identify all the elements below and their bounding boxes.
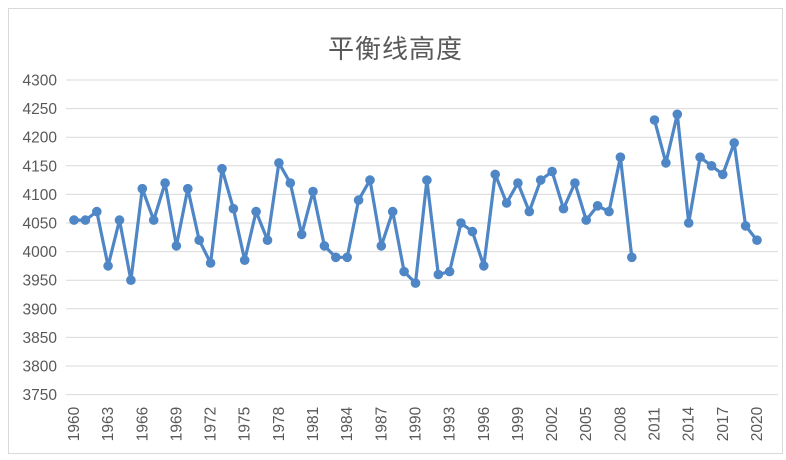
data-point-marker — [92, 206, 102, 217]
x-tick-label: 2002 — [544, 407, 561, 441]
y-tick-label: 4100 — [23, 187, 58, 204]
data-point-marker — [228, 203, 239, 214]
y-tick-label: 4150 — [23, 158, 58, 175]
data-point-marker — [114, 215, 125, 225]
data-point-marker — [467, 226, 478, 237]
data-point-marker — [604, 206, 614, 217]
x-tick-label: 1975 — [237, 407, 254, 441]
data-point-marker — [399, 266, 409, 277]
data-point-marker — [456, 218, 466, 228]
y-tick-label: 3900 — [23, 301, 58, 318]
data-point-marker — [718, 169, 728, 180]
x-tick-label: 2014 — [681, 406, 698, 441]
data-point-marker — [535, 175, 546, 185]
data-point-marker — [376, 241, 387, 251]
x-tick-label: 1966 — [134, 407, 151, 441]
x-tick-label: 2020 — [749, 406, 766, 441]
data-point-marker — [558, 203, 569, 214]
y-tick-label: 4300 — [23, 73, 58, 90]
data-point-marker — [740, 221, 751, 231]
data-point-marker — [387, 206, 398, 217]
y-tick-label: 3800 — [23, 359, 58, 376]
data-point-marker — [524, 206, 535, 217]
y-tick-label: 4200 — [23, 130, 58, 147]
series-line-segment — [72, 155, 634, 285]
data-point-marker — [194, 235, 204, 245]
data-point-marker — [296, 229, 307, 240]
data-point-marker — [479, 261, 489, 271]
data-point-marker — [319, 241, 330, 251]
x-tick-label: 1969 — [168, 407, 185, 441]
data-point-marker — [422, 175, 432, 185]
data-point-marker — [433, 269, 444, 280]
data-point-marker — [615, 152, 626, 162]
data-point-marker — [251, 206, 261, 217]
data-point-marker — [126, 275, 136, 286]
data-point-marker — [80, 215, 91, 225]
x-tick-label: 2005 — [578, 407, 595, 441]
y-tick-label: 4250 — [23, 101, 58, 118]
x-tick-label: 1990 — [408, 406, 425, 441]
x-tick-label: 1963 — [100, 407, 117, 441]
data-point-marker — [683, 218, 694, 228]
x-tick-label: 2008 — [612, 407, 629, 441]
data-point-marker — [649, 115, 660, 125]
x-tick-label: 2017 — [715, 407, 732, 441]
data-point-marker — [205, 258, 216, 268]
data-point-marker — [513, 178, 523, 188]
y-tick-label: 3850 — [23, 330, 58, 347]
data-point-marker — [592, 201, 603, 211]
data-point-marker — [410, 278, 421, 288]
data-point-marker — [661, 158, 671, 168]
data-point-marker — [285, 178, 296, 188]
data-point-marker — [183, 183, 193, 194]
x-tick-label: 1999 — [510, 407, 527, 441]
series-line-segment — [652, 112, 759, 242]
x-tick-label: 1993 — [442, 407, 459, 441]
data-point-marker — [274, 158, 284, 168]
data-point-marker — [331, 252, 341, 263]
x-tick-label: 1981 — [305, 407, 322, 441]
x-tick-label: 1978 — [271, 407, 288, 441]
data-point-marker — [695, 152, 705, 162]
data-point-marker — [672, 109, 683, 120]
data-point-marker — [308, 186, 318, 197]
data-point-marker — [581, 215, 591, 225]
data-point-marker — [171, 241, 182, 251]
data-point-marker — [137, 183, 148, 194]
data-point-marker — [148, 215, 159, 225]
y-tick-label: 3950 — [23, 273, 58, 290]
data-point-marker — [490, 169, 501, 180]
data-point-marker — [342, 252, 353, 263]
x-tick-label: 1996 — [476, 407, 493, 441]
x-tick-label: 1987 — [373, 407, 390, 441]
data-point-marker — [103, 261, 113, 271]
data-point-marker — [627, 252, 637, 263]
x-tick-label: 2011 — [647, 407, 664, 440]
x-tick-label: 1960 — [66, 406, 83, 441]
data-point-marker — [160, 178, 170, 188]
x-tick-label: 1984 — [339, 406, 356, 441]
data-point-marker — [501, 198, 512, 208]
data-point-marker — [570, 178, 580, 188]
data-point-marker — [217, 163, 227, 174]
data-point-marker — [69, 215, 79, 225]
data-point-marker — [752, 235, 762, 245]
data-point-marker — [262, 235, 273, 245]
x-tick-label: 1972 — [203, 407, 220, 441]
y-tick-label: 4000 — [23, 244, 58, 261]
data-point-marker — [547, 166, 557, 177]
data-point-marker — [729, 138, 739, 148]
data-point-marker — [239, 255, 250, 265]
data-point-marker — [444, 266, 455, 277]
data-point-marker — [365, 175, 375, 185]
data-point-marker — [353, 195, 364, 205]
y-tick-label: 3750 — [23, 387, 58, 404]
y-tick-label: 4050 — [23, 216, 58, 233]
chart-title: 平衡线高度 — [327, 34, 463, 64]
data-point-marker — [706, 161, 717, 171]
